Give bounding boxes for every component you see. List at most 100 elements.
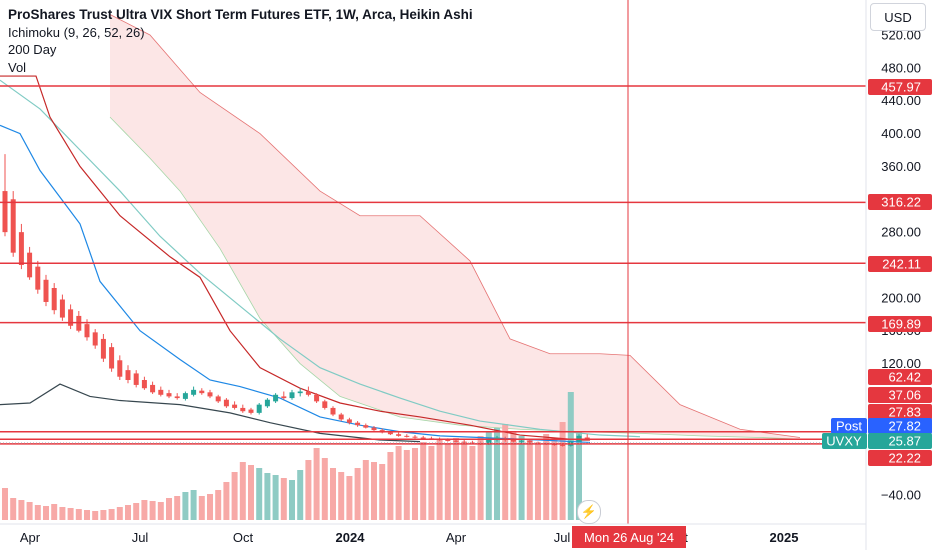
volume-bar <box>2 488 8 520</box>
price-tick-label: 400.00 <box>881 126 921 141</box>
candle-body[interactable] <box>305 391 311 395</box>
candle-body[interactable] <box>338 414 344 420</box>
candle-body[interactable] <box>248 409 254 413</box>
price-tag <box>868 256 932 272</box>
candle-body[interactable] <box>584 437 590 440</box>
volume-bar <box>198 496 205 520</box>
candle-body[interactable] <box>297 391 303 394</box>
last-price-tag <box>868 433 932 449</box>
candle-body[interactable] <box>445 439 451 441</box>
price-tick-label: 200.00 <box>881 290 921 305</box>
volume-bar <box>346 476 353 520</box>
volume-bar <box>75 509 82 520</box>
candle-body[interactable] <box>461 441 467 443</box>
candle-body[interactable] <box>371 427 377 431</box>
candle-body[interactable] <box>387 432 393 435</box>
lightning-icon[interactable]: ⚡ <box>577 500 601 524</box>
candle-body[interactable] <box>27 252 33 278</box>
candle-body[interactable] <box>117 360 123 377</box>
indicator-vol[interactable]: Vol <box>8 59 27 75</box>
candle-body[interactable] <box>355 422 361 426</box>
time-axis[interactable] <box>0 524 866 550</box>
candle-body[interactable] <box>174 396 180 399</box>
volume-bar <box>436 440 443 520</box>
candle-body[interactable] <box>166 393 172 397</box>
price-tag <box>868 387 932 403</box>
candle-body[interactable] <box>404 435 410 437</box>
candle-body[interactable] <box>18 232 24 265</box>
candle-body[interactable] <box>330 407 336 415</box>
crosshair-time-label: Mon 26 Aug '24 <box>584 530 674 545</box>
candle-body[interactable] <box>560 444 566 446</box>
candle-body[interactable] <box>92 332 98 346</box>
candle-body[interactable] <box>207 392 213 397</box>
candle-body[interactable] <box>59 299 65 318</box>
candle-body[interactable] <box>125 370 131 380</box>
volume-bar <box>272 475 279 520</box>
candle-body[interactable] <box>158 389 164 395</box>
candle-body[interactable] <box>10 199 16 253</box>
candle-body[interactable] <box>469 442 475 444</box>
candle-body[interactable] <box>133 373 139 385</box>
post-label-text: Post <box>836 419 862 434</box>
price-tag <box>868 369 932 385</box>
volume-bar <box>18 500 25 520</box>
candle-body[interactable] <box>240 407 246 412</box>
candle-body[interactable] <box>289 392 295 399</box>
candle-body[interactable] <box>510 439 516 442</box>
candle-body[interactable] <box>314 394 320 402</box>
indicator-ichimoku[interactable]: Ichimoku (9, 26, 52, 26) <box>8 24 145 40</box>
candle-body[interactable] <box>191 389 197 395</box>
volume-bar <box>559 422 566 520</box>
volume-bar <box>338 472 345 520</box>
candle-body[interactable] <box>109 347 115 369</box>
candle-body[interactable] <box>215 396 221 402</box>
volume-bar <box>485 432 492 520</box>
candle-body[interactable] <box>182 393 188 399</box>
candle-body[interactable] <box>519 440 525 442</box>
candle-body[interactable] <box>273 394 279 402</box>
candle-body[interactable] <box>322 401 328 408</box>
candle-body[interactable] <box>420 437 426 439</box>
candle-body[interactable] <box>527 440 533 443</box>
volume-bar <box>362 460 369 520</box>
currency-button[interactable]: USD <box>870 3 926 31</box>
candle-body[interactable] <box>199 390 205 394</box>
volume-bar <box>403 450 410 520</box>
last-label-text: UVXY <box>826 434 862 449</box>
candle-body[interactable] <box>264 399 270 407</box>
candle-body[interactable] <box>141 380 147 389</box>
candle-body[interactable] <box>281 396 287 399</box>
candle-body[interactable] <box>453 440 459 442</box>
candle-body[interactable] <box>346 419 352 423</box>
candle-body[interactable] <box>232 404 238 408</box>
volume-bar <box>354 468 361 520</box>
price-tag <box>868 316 932 332</box>
candle-body[interactable] <box>51 288 57 311</box>
candle-body[interactable] <box>486 439 492 445</box>
price-tick-label: 520.00 <box>881 28 921 43</box>
candle-body[interactable] <box>363 425 369 428</box>
candle-body[interactable] <box>223 399 229 407</box>
price-tick-label: 280.00 <box>881 225 921 240</box>
price-tag-value: 457.97 <box>881 80 921 95</box>
candle-body[interactable] <box>2 191 8 233</box>
chart-legend: ProShares Trust Ultra VIX Short Term Fut… <box>8 6 473 76</box>
volume-bar <box>149 501 156 520</box>
candle-body[interactable] <box>412 436 418 438</box>
candle-body[interactable] <box>43 279 49 302</box>
volume-bar <box>453 438 459 520</box>
candle-body[interactable] <box>100 338 106 359</box>
indicator-200-day[interactable]: 200 Day <box>8 42 57 57</box>
candle-body[interactable] <box>84 324 90 338</box>
volume-bar <box>182 492 189 520</box>
candle-body[interactable] <box>35 266 41 290</box>
candle-body[interactable] <box>396 434 402 436</box>
candle-body[interactable] <box>68 309 74 326</box>
symbol-title[interactable]: ProShares Trust Ultra VIX Short Term Fut… <box>8 7 473 22</box>
candle-body[interactable] <box>150 384 156 393</box>
volume-bar <box>280 478 287 520</box>
candle-body[interactable] <box>256 404 262 413</box>
